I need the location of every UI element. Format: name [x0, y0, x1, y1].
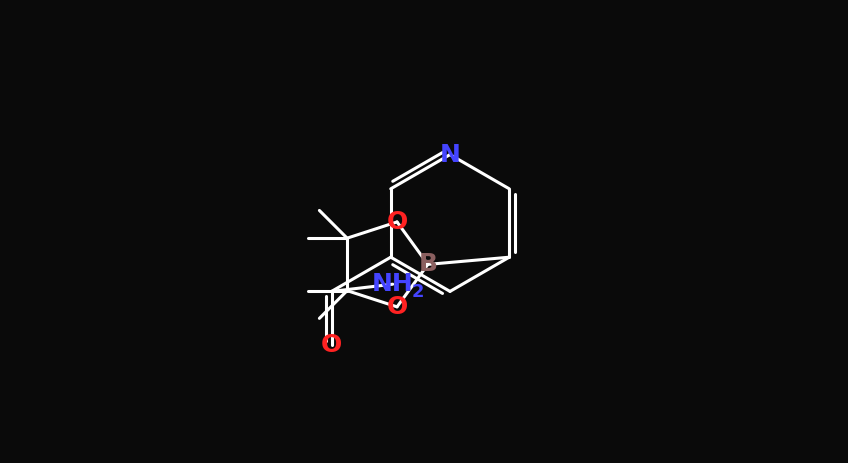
Text: N: N — [439, 143, 460, 167]
Text: 2: 2 — [411, 283, 424, 301]
Text: O: O — [387, 210, 408, 234]
Text: O: O — [321, 333, 342, 357]
Text: B: B — [418, 252, 438, 276]
Text: O: O — [387, 295, 408, 319]
Text: NH: NH — [372, 272, 414, 296]
